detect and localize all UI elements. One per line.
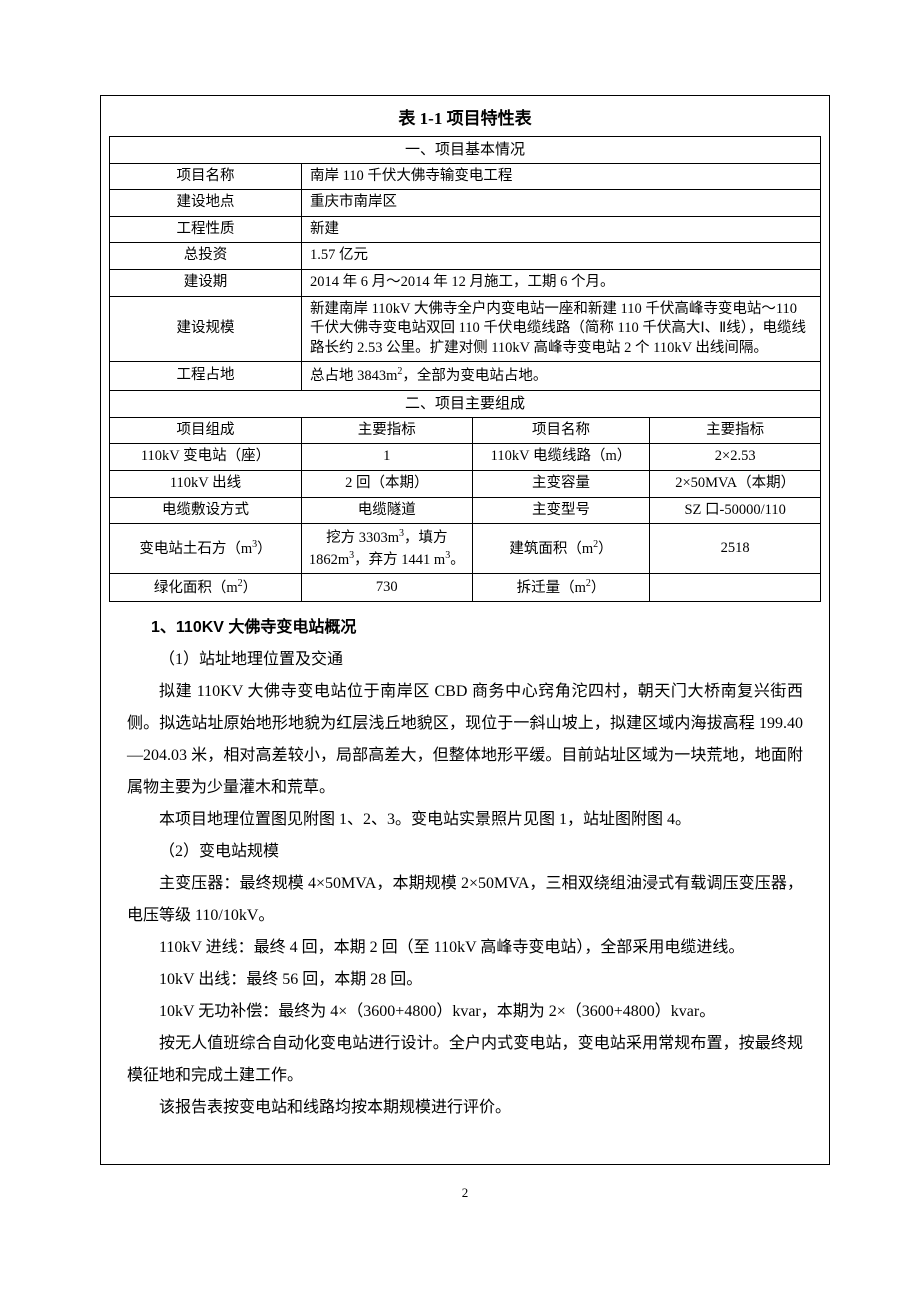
c1: 电缆敷设方式: [110, 497, 302, 524]
para-10: 该报告表按变电站和线路均按本期规模进行评价。: [127, 1092, 803, 1124]
c1: 110kV 出线: [110, 471, 302, 498]
c2: 挖方 3303m3，填方 1862m3，弃方 1441 m3。: [301, 524, 472, 574]
cell-k: 建设期: [110, 270, 302, 297]
cell-k: 总投资: [110, 243, 302, 270]
cell-v: 南岸 110 千伏大佛寺输变电工程: [301, 163, 820, 190]
cell-k: 项目名称: [110, 163, 302, 190]
para-5: 主变压器：最终规模 4×50MVA，本期规模 2×50MVA，三相双绕组油浸式有…: [127, 868, 803, 932]
row-land: 工程占地 总占地 3843m2，全部为变电站占地。: [110, 362, 821, 390]
header-row-2: 项目组成 主要指标 项目名称 主要指标: [110, 417, 821, 444]
c4: 2×2.53: [650, 444, 821, 471]
c3: 110kV 电缆线路（m）: [472, 444, 650, 471]
section-2-title: 二、项目主要组成: [110, 390, 821, 417]
c2: 电缆隧道: [301, 497, 472, 524]
h2c2: 主要指标: [301, 417, 472, 444]
cell-v: 总占地 3843m2，全部为变电站占地。: [301, 362, 820, 390]
c1: 绿化面积（m2）: [110, 573, 302, 601]
row-scale: 建设规模 新建南岸 110kV 大佛寺全户内变电站一座和新建 110 千伏高峰寺…: [110, 296, 821, 362]
cell-v: 2014 年 6 月～2014 年 12 月施工，工期 6 个月。: [301, 270, 820, 297]
h2c1: 项目组成: [110, 417, 302, 444]
h2c4: 主要指标: [650, 417, 821, 444]
data-row-1: 110kV 变电站（座） 1 110kV 电缆线路（m） 2×2.53: [110, 444, 821, 471]
para-9: 按无人值班综合自动化变电站进行设计。全户内式变电站，变电站采用常规布置，按最终规…: [127, 1028, 803, 1092]
para-8: 10kV 无功补偿：最终为 4×（3600+4800）kvar，本期为 2×（3…: [127, 996, 803, 1028]
c2: 1: [301, 444, 472, 471]
c4: [650, 573, 821, 601]
project-table: 一、项目基本情况 项目名称 南岸 110 千伏大佛寺输变电工程 建设地点 重庆市…: [109, 136, 821, 603]
heading-1: 1、110KV 大佛寺变电站概况: [127, 612, 803, 644]
section-1-title: 一、项目基本情况: [110, 136, 821, 163]
section-2-row: 二、项目主要组成: [110, 390, 821, 417]
para-3: 本项目地理位置图见附图 1、2、3。变电站实景照片见图 1，站址图附图 4。: [127, 804, 803, 836]
row-period: 建设期 2014 年 6 月～2014 年 12 月施工，工期 6 个月。: [110, 270, 821, 297]
row-nature: 工程性质 新建: [110, 216, 821, 243]
c1: 变电站土石方（m3）: [110, 524, 302, 574]
c3: 拆迁量（m2）: [472, 573, 650, 601]
page-number: 2: [100, 1183, 830, 1203]
para-4: （2）变电站规模: [127, 836, 803, 868]
row-investment: 总投资 1.57 亿元: [110, 243, 821, 270]
section-1-row: 一、项目基本情况: [110, 136, 821, 163]
c2: 730: [301, 573, 472, 601]
c1: 110kV 变电站（座）: [110, 444, 302, 471]
page-frame: 表 1-1 项目特性表 一、项目基本情况 项目名称 南岸 110 千伏大佛寺输变…: [100, 95, 830, 1165]
cell-k: 建设规模: [110, 296, 302, 362]
data-row-4: 变电站土石方（m3） 挖方 3303m3，填方 1862m3，弃方 1441 m…: [110, 524, 821, 574]
c3: 主变型号: [472, 497, 650, 524]
cell-k: 工程性质: [110, 216, 302, 243]
row-name: 项目名称 南岸 110 千伏大佛寺输变电工程: [110, 163, 821, 190]
para-6: 110kV 进线：最终 4 回，本期 2 回（至 110kV 高峰寺变电站），全…: [127, 932, 803, 964]
c2: 2 回（本期）: [301, 471, 472, 498]
c4: SZ 口-50000/110: [650, 497, 821, 524]
para-7: 10kV 出线：最终 56 回，本期 28 回。: [127, 964, 803, 996]
data-row-5: 绿化面积（m2） 730 拆迁量（m2）: [110, 573, 821, 601]
c4: 2×50MVA（本期）: [650, 471, 821, 498]
c3: 建筑面积（m2）: [472, 524, 650, 574]
data-row-2: 110kV 出线 2 回（本期） 主变容量 2×50MVA（本期）: [110, 471, 821, 498]
h2c3: 项目名称: [472, 417, 650, 444]
c3: 主变容量: [472, 471, 650, 498]
cell-v: 新建南岸 110kV 大佛寺全户内变电站一座和新建 110 千伏高峰寺变电站～1…: [301, 296, 820, 362]
cell-v: 1.57 亿元: [301, 243, 820, 270]
para-1: （1）站址地理位置及交通: [127, 644, 803, 676]
body-text: 1、110KV 大佛寺变电站概况 （1）站址地理位置及交通 拟建 110KV 大…: [109, 602, 821, 1124]
c4: 2518: [650, 524, 821, 574]
cell-v: 重庆市南岸区: [301, 190, 820, 217]
row-location: 建设地点 重庆市南岸区: [110, 190, 821, 217]
cell-k: 建设地点: [110, 190, 302, 217]
data-row-3: 电缆敷设方式 电缆隧道 主变型号 SZ 口-50000/110: [110, 497, 821, 524]
cell-v: 新建: [301, 216, 820, 243]
table-title: 表 1-1 项目特性表: [109, 102, 821, 136]
para-2: 拟建 110KV 大佛寺变电站位于南岸区 CBD 商务中心窍角沱四村，朝天门大桥…: [127, 676, 803, 804]
cell-k: 工程占地: [110, 362, 302, 390]
